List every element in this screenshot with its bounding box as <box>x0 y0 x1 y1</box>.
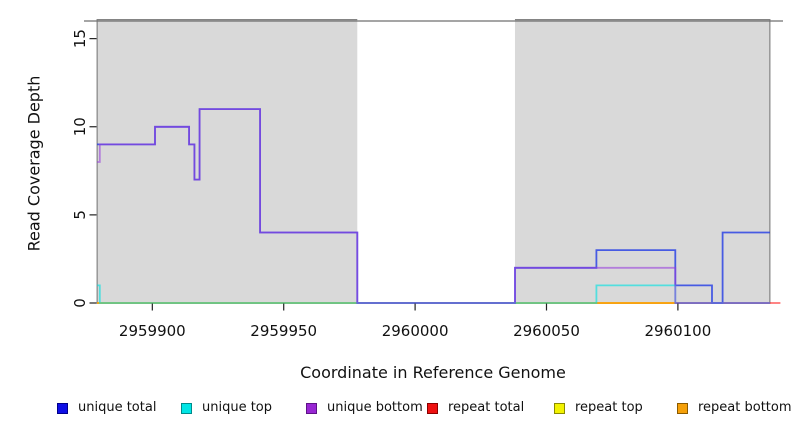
y-tick-label: 0 <box>71 298 89 308</box>
x-tick-label: 2959950 <box>250 322 317 340</box>
y-tick-label: 15 <box>71 29 89 48</box>
x-tick-label: 2960000 <box>382 322 449 340</box>
x-axis-title: Coordinate in Reference Genome <box>300 363 566 382</box>
x-axis-title-wrap: Coordinate in Reference Genome <box>0 363 792 382</box>
y-axis-title: Read Coverage Depth <box>24 75 44 252</box>
y-tick-label: 5 <box>71 210 89 220</box>
x-tick-label: 2960050 <box>513 322 580 340</box>
unmapped-gap <box>357 18 515 307</box>
y-tick-label: 10 <box>71 117 89 136</box>
series-line-unique-bottom <box>97 108 770 304</box>
x-tick-label: 2960100 <box>644 322 711 340</box>
x-tick-label: 2959900 <box>119 322 186 340</box>
